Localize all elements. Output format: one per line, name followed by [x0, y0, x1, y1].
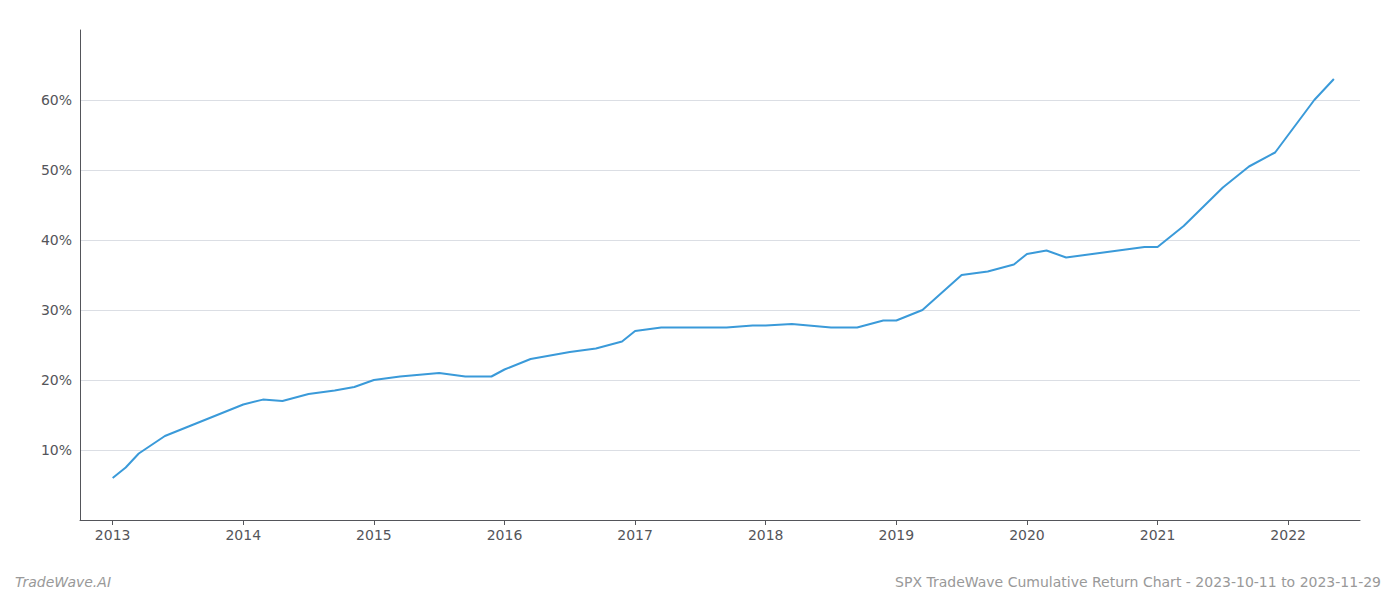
- svg-text:2018: 2018: [748, 527, 784, 543]
- svg-text:2019: 2019: [879, 527, 915, 543]
- svg-text:2020: 2020: [1009, 527, 1045, 543]
- svg-text:2015: 2015: [356, 527, 392, 543]
- svg-text:20%: 20%: [41, 372, 72, 388]
- svg-text:2017: 2017: [617, 527, 653, 543]
- svg-text:2021: 2021: [1140, 527, 1176, 543]
- svg-text:10%: 10%: [41, 442, 72, 458]
- svg-text:2014: 2014: [225, 527, 261, 543]
- svg-text:2013: 2013: [95, 527, 131, 543]
- svg-text:30%: 30%: [41, 302, 72, 318]
- svg-text:50%: 50%: [41, 162, 72, 178]
- svg-text:2022: 2022: [1270, 527, 1306, 543]
- svg-text:60%: 60%: [41, 92, 72, 108]
- svg-text:40%: 40%: [41, 232, 72, 248]
- svg-text:2016: 2016: [487, 527, 523, 543]
- svg-text:SPX TradeWave Cumulative Retur: SPX TradeWave Cumulative Return Chart - …: [895, 574, 1381, 590]
- svg-text:TradeWave.AI: TradeWave.AI: [15, 574, 111, 590]
